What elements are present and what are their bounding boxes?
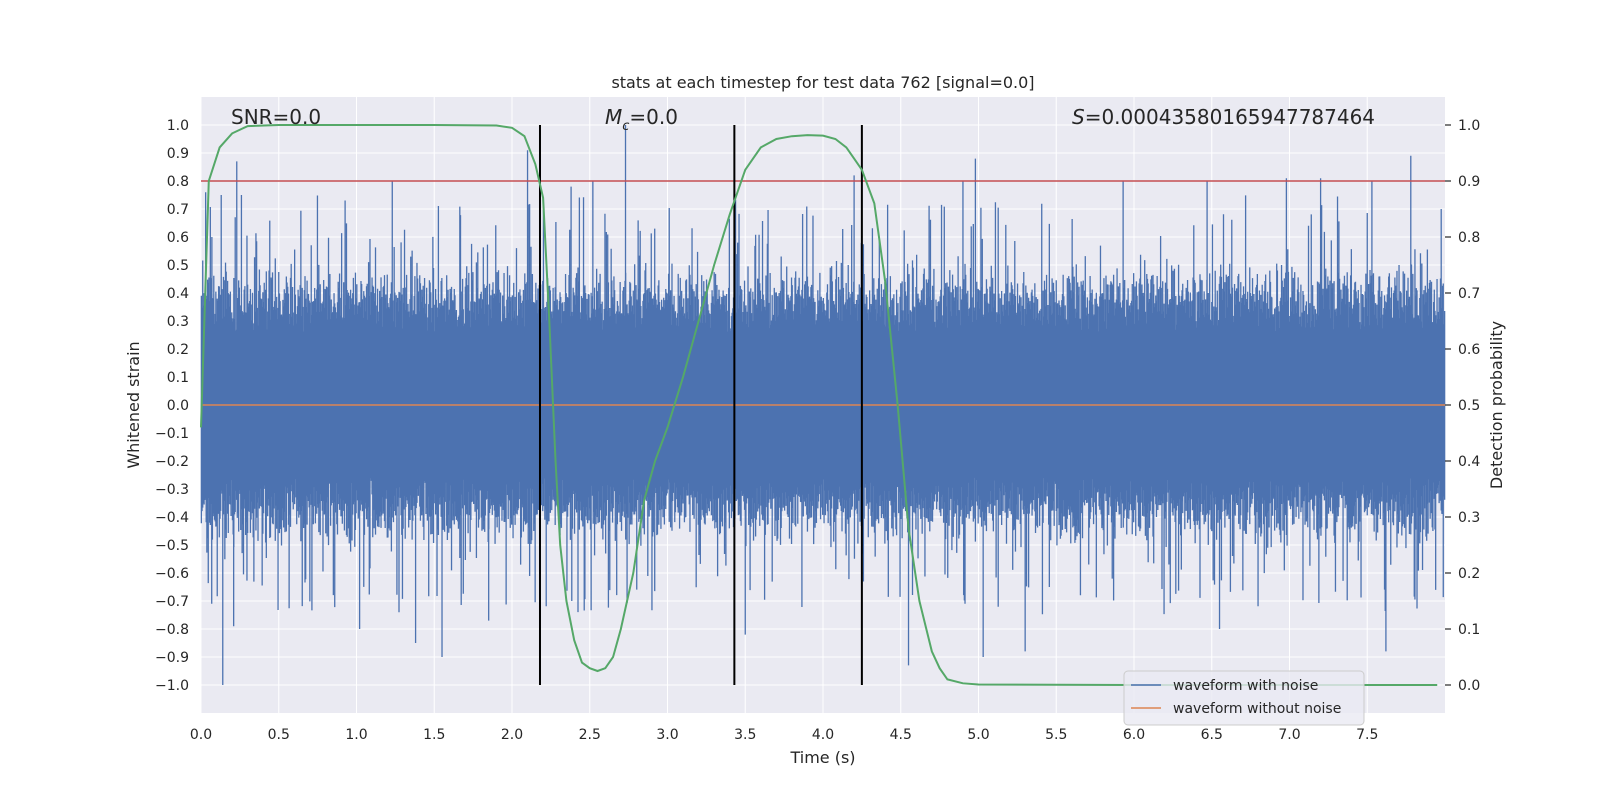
y2-tick-label: 0.0 [1458, 678, 1480, 694]
x-tick-label: 7.0 [1278, 727, 1300, 743]
y-tick-label: −0.9 [155, 650, 189, 666]
x-tick-label: 1.5 [423, 727, 445, 743]
x-tick-label: 7.5 [1356, 727, 1378, 743]
event-markers [538, 125, 863, 685]
y-tick-label: −0.5 [155, 538, 189, 554]
left-axis-ticks: 1.0 0.9 0.8 0.7 0.6 0.5 0.4 0.3 0.2 0.1 0.0 −0.1 −0.… [155, 118, 189, 694]
legend-label-noise: waveform with noise [1173, 678, 1318, 694]
y-tick-label: 0.7 [167, 202, 189, 218]
chart-title: stats at each timestep for test data 762… [611, 73, 1034, 92]
y-tick-label: −1.0 [155, 678, 189, 694]
snr-annotation: SNR=0.0 [231, 105, 321, 129]
x-tick-label: 1.0 [345, 727, 367, 743]
x-tick-label: 3.5 [734, 727, 756, 743]
y-tick-label: 0.4 [167, 286, 189, 302]
y-tick-label: 0.5 [167, 258, 189, 274]
y-tick-label: 0.0 [167, 398, 189, 414]
y-tick-label: 0.8 [167, 174, 189, 190]
mc-symbol: M [605, 105, 622, 129]
y-tick-label: 0.6 [167, 230, 189, 246]
y2-tick-label: 0.6 [1458, 342, 1480, 358]
y-tick-label: 0.9 [167, 146, 189, 162]
y-tick-label: −0.4 [155, 510, 189, 526]
right-axis-ticks: 1.0 0.9 0.8 0.7 0.6 0.5 0.4 0.3 0.2 0.1 0.0 [1445, 118, 1480, 694]
y-tick-label: −0.3 [155, 482, 189, 498]
legend-box [1123, 670, 1365, 726]
x-tick-label: 2.0 [501, 727, 523, 743]
x-tick-label: 5.0 [967, 727, 989, 743]
y-tick-label: −0.8 [155, 622, 189, 638]
x-tick-label: 4.0 [812, 727, 834, 743]
x-tick-label: 6.5 [1201, 727, 1223, 743]
y-tick-label: 0.2 [167, 342, 189, 358]
s-value: =0.00043580165947787464 [1085, 105, 1375, 129]
y-tick-label: −0.6 [155, 566, 189, 582]
x-tick-label: 3.0 [656, 727, 678, 743]
chirp-mass-annotation: Mc=0.0 [605, 105, 678, 134]
x-axis-label: Time (s) [789, 748, 855, 767]
s-annotation: S=0.00043580165947787464 [1072, 105, 1375, 129]
y2-tick-label: 0.2 [1458, 566, 1480, 582]
s-symbol: S [1072, 105, 1085, 129]
y-tick-label: 0.1 [167, 370, 189, 386]
legend: waveform with noise waveform without noi… [1123, 670, 1365, 726]
y-tick-label: −0.7 [155, 594, 189, 610]
legend-label-clean: waveform without noise [1173, 701, 1341, 717]
y2-axis-label: Detection probability [1487, 321, 1506, 489]
y2-tick-label: 0.3 [1458, 510, 1480, 526]
y-tick-label: 1.0 [167, 118, 189, 134]
x-tick-label: 4.5 [890, 727, 912, 743]
y2-tick-label: 0.5 [1458, 398, 1480, 414]
y2-tick-label: 0.8 [1458, 230, 1480, 246]
y2-tick-label: 0.1 [1458, 622, 1480, 638]
y-tick-label: −0.2 [155, 454, 189, 470]
detection-probability-line [200, 124, 1438, 686]
x-tick-label: 5.5 [1045, 727, 1067, 743]
y2-tick-label: 0.4 [1458, 454, 1480, 470]
mc-value: =0.0 [629, 105, 678, 129]
y2-tick-label: 0.7 [1458, 286, 1480, 302]
x-tick-label: 0.5 [268, 727, 290, 743]
y-axis-label: Whitened strain [124, 341, 143, 468]
x-axis-ticks: 0.0 0.5 1.0 1.5 2.0 2.5 3.0 3.5 4.0 4.5 5.0 5.5 6.0 6… [190, 727, 1379, 743]
x-tick-label: 2.5 [579, 727, 601, 743]
y2-tick-label: 1.0 [1458, 118, 1480, 134]
y2-tick-label: 0.9 [1458, 174, 1480, 190]
x-tick-label: 6.0 [1123, 727, 1145, 743]
y-tick-label: −0.1 [155, 426, 189, 442]
x-tick-label: 0.0 [190, 727, 212, 743]
mc-subscript: c [622, 119, 629, 134]
y-tick-label: 0.3 [167, 314, 189, 330]
